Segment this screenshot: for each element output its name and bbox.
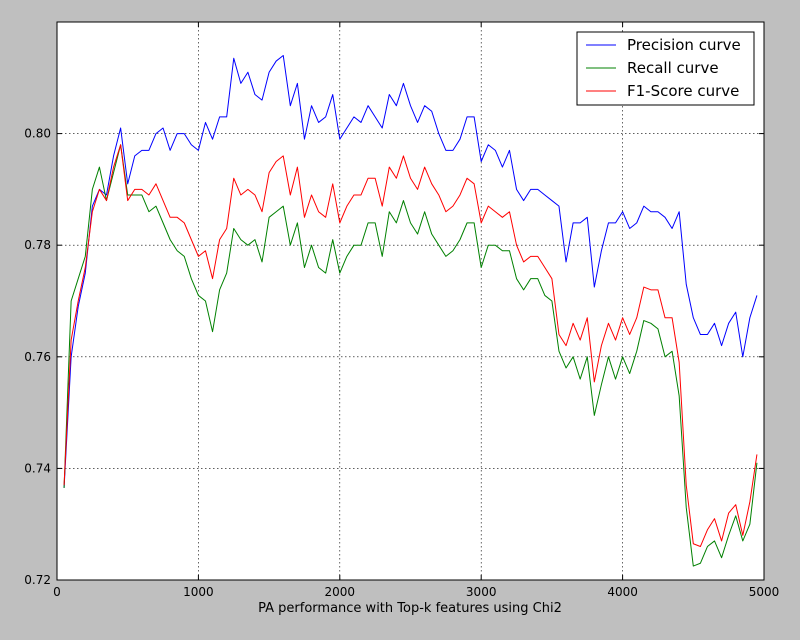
y-tick-label: 0.76 bbox=[24, 350, 51, 364]
legend-label: Precision curve bbox=[627, 36, 741, 54]
x-tick-label: 5000 bbox=[749, 585, 780, 599]
x-tick-label: 4000 bbox=[607, 585, 638, 599]
grid-lines bbox=[57, 22, 764, 580]
y-tick-label: 0.74 bbox=[24, 461, 51, 475]
y-tick-label: 0.78 bbox=[24, 238, 51, 252]
axis-ticks: 0 1000 2000 3000 4000 5000 0.72 0.74 0.76 0.78 0.8… bbox=[24, 22, 779, 599]
recall-curve-line bbox=[63, 144, 758, 567]
plot-area bbox=[57, 22, 764, 580]
y-tick-label: 0.80 bbox=[24, 127, 51, 141]
y-tick-label: 0.72 bbox=[24, 573, 51, 587]
x-tick-label: 0 bbox=[53, 585, 61, 599]
x-tick-label: 2000 bbox=[325, 585, 356, 599]
x-tick-label: 1000 bbox=[183, 585, 214, 599]
x-tick-label: 3000 bbox=[466, 585, 497, 599]
precision-curve-line bbox=[63, 54, 758, 488]
f1-score-curve-line bbox=[63, 144, 758, 548]
series-lines bbox=[63, 54, 758, 567]
legend: Precision curve Recall curve F1-Score curv… bbox=[576, 31, 755, 106]
plot-frame bbox=[56, 21, 765, 581]
legend-label: Recall curve bbox=[627, 59, 719, 77]
x-axis-label: PA performance with Top-k features using… bbox=[258, 601, 562, 616]
legend-label: F1-Score curve bbox=[627, 82, 739, 100]
